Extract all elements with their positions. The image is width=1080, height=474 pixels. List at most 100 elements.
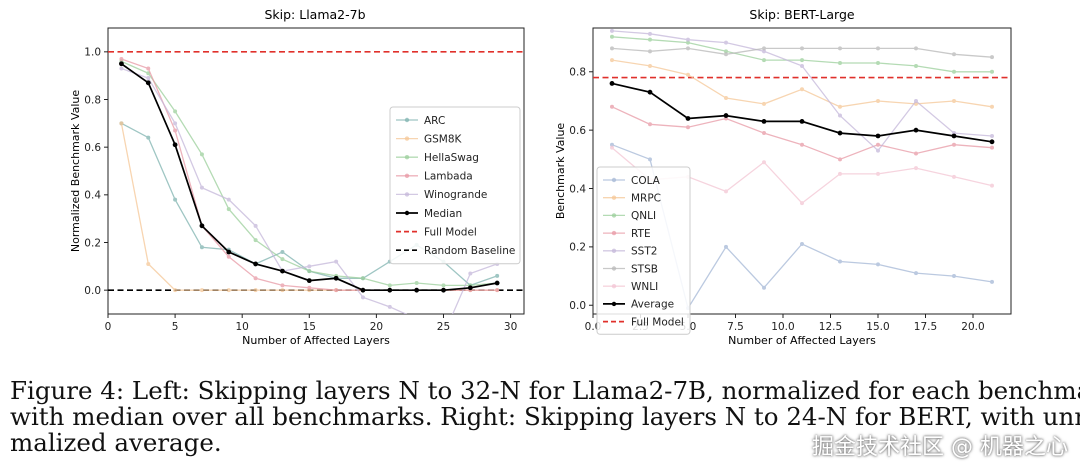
chart-llama2: Skip: Llama2-7b Number of Affected Layer…	[69, 7, 525, 347]
data-point	[307, 285, 312, 290]
data-point	[876, 46, 880, 51]
data-point	[648, 31, 652, 36]
x-tick-label: 10	[236, 321, 249, 333]
data-point	[387, 304, 392, 309]
legend-label: ARC	[424, 115, 445, 127]
data-point	[685, 116, 691, 121]
legend-marker	[404, 173, 410, 178]
data-point	[723, 113, 729, 118]
x-axis-label: Number of Affected Layers	[242, 334, 390, 347]
data-point	[876, 262, 880, 267]
legend-marker	[404, 192, 410, 197]
data-point	[951, 133, 957, 139]
data-point	[914, 271, 918, 276]
series-qnli	[610, 34, 994, 74]
data-point	[761, 118, 767, 124]
x-tick-label: 5	[172, 321, 179, 333]
data-point	[800, 46, 804, 51]
chart-title: Skip: BERT-Large	[749, 7, 854, 22]
data-point	[253, 261, 259, 267]
data-point	[609, 81, 615, 86]
data-point	[146, 135, 151, 140]
data-point	[280, 283, 285, 288]
data-point	[610, 145, 614, 150]
data-point	[838, 171, 842, 176]
data-point	[334, 288, 339, 293]
data-point	[610, 28, 614, 33]
data-point	[468, 271, 473, 276]
legend-label: MRPC	[631, 193, 661, 205]
data-point	[441, 287, 446, 293]
legend-label: Random Baseline	[424, 245, 515, 257]
data-point	[762, 49, 766, 54]
data-point	[173, 128, 178, 133]
data-point	[800, 63, 804, 68]
data-point	[226, 197, 231, 202]
series-stsb	[610, 46, 994, 60]
data-point	[724, 244, 728, 249]
data-point	[989, 139, 995, 145]
figure-caption: Figure 4: Left: Skipping layers N to 32-…	[10, 378, 1080, 456]
x-tick-label: 7.5	[727, 321, 744, 333]
legend-label: Average	[631, 299, 674, 311]
legend-label: Lambada	[424, 171, 473, 183]
data-point	[762, 58, 766, 63]
legend-label: SST2	[631, 246, 657, 258]
data-point	[360, 287, 366, 293]
legend-label: QNLI	[631, 210, 656, 222]
legend-box	[596, 166, 691, 335]
data-point	[952, 142, 956, 147]
data-point	[199, 245, 204, 250]
data-point	[724, 52, 728, 57]
figure: Skip: Llama2-7b Number of Affected Layer…	[69, 7, 1012, 347]
data-point	[199, 223, 205, 229]
data-point	[952, 274, 956, 279]
y-tick-label: 0.6	[569, 125, 586, 137]
legend-marker	[611, 177, 617, 183]
series-rte	[610, 104, 994, 162]
data-point	[360, 295, 365, 300]
data-point	[876, 142, 880, 147]
data-point	[610, 142, 614, 147]
data-point	[145, 80, 151, 86]
series-mrpc	[610, 58, 994, 109]
data-point	[387, 287, 393, 293]
data-point	[990, 183, 994, 188]
data-point	[913, 127, 919, 133]
legend-label: RTE	[631, 228, 651, 240]
legend-marker	[404, 136, 410, 141]
data-point	[119, 121, 124, 126]
legend-marker	[611, 301, 617, 307]
data-point	[280, 250, 285, 255]
legend-marker	[611, 213, 617, 218]
data-point	[838, 259, 842, 264]
data-point	[838, 46, 842, 51]
legend-marker	[611, 248, 617, 253]
y-axis-label: Benchmark Value	[554, 123, 567, 220]
data-point	[441, 283, 446, 288]
data-point	[226, 288, 231, 293]
data-point	[876, 171, 880, 176]
legend-label: COLA	[631, 175, 661, 187]
data-point	[686, 46, 690, 51]
data-point	[610, 104, 614, 109]
legend-label: WNLI	[631, 281, 658, 293]
data-point	[610, 46, 614, 51]
data-point	[199, 288, 204, 293]
legend-marker	[404, 155, 410, 160]
data-point	[952, 98, 956, 103]
data-point	[648, 49, 652, 54]
data-point	[495, 273, 500, 278]
chart-bert: Skip: BERT-Large Number of Affected Laye…	[554, 7, 1012, 347]
data-point	[800, 201, 804, 206]
data-point	[334, 259, 339, 264]
data-point	[648, 157, 652, 162]
data-point	[387, 283, 392, 288]
chart-title: Skip: Llama2-7b	[264, 7, 365, 22]
data-point	[762, 46, 766, 51]
data-point	[952, 52, 956, 57]
legend-label: STSB	[631, 263, 658, 275]
x-tick-label: 15.0	[866, 321, 889, 333]
y-tick-label: 0.4	[569, 183, 586, 195]
data-point	[990, 55, 994, 60]
